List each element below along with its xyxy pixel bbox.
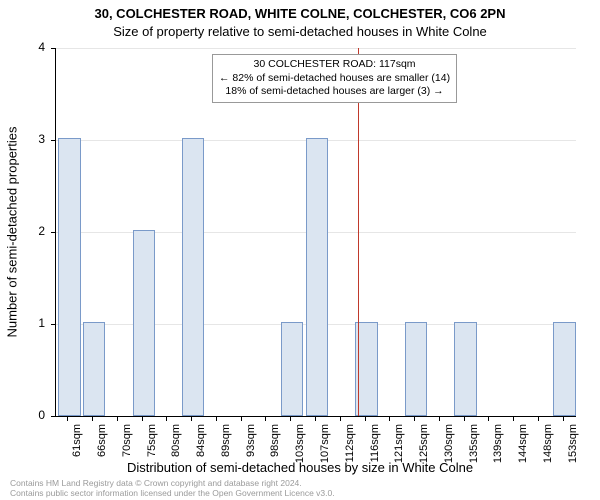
bar — [454, 322, 476, 416]
xtick-label: 93sqm — [245, 424, 257, 464]
xtick-label: 89sqm — [220, 424, 232, 464]
gridline — [56, 48, 576, 49]
xtick-mark — [439, 416, 440, 421]
ytick-label: 4 — [0, 40, 45, 54]
xtick-label: 80sqm — [170, 424, 182, 464]
xtick-mark — [513, 416, 514, 421]
callout-line1: 30 COLCHESTER ROAD: 117sqm — [219, 58, 450, 72]
xtick-mark — [414, 416, 415, 421]
chart-container: 30, COLCHESTER ROAD, WHITE COLNE, COLCHE… — [0, 0, 600, 500]
xtick-mark — [191, 416, 192, 421]
callout-line2: ← 82% of semi-detached houses are smalle… — [219, 72, 450, 86]
xtick-mark — [117, 416, 118, 421]
bar — [553, 322, 575, 416]
xtick-label: 148sqm — [542, 424, 554, 464]
xtick-label: 103sqm — [294, 424, 306, 464]
ytick-mark — [51, 324, 56, 325]
xtick-mark — [290, 416, 291, 421]
xtick-mark — [340, 416, 341, 421]
xtick-label: 116sqm — [369, 424, 381, 464]
xtick-label: 125sqm — [418, 424, 430, 464]
xtick-label: 112sqm — [344, 424, 356, 464]
bar — [182, 138, 204, 416]
ytick-mark — [51, 232, 56, 233]
ytick-label: 3 — [0, 132, 45, 146]
xtick-mark — [67, 416, 68, 421]
ytick-mark — [51, 416, 56, 417]
callout-line3: 18% of semi-detached houses are larger (… — [219, 85, 450, 99]
xtick-mark — [538, 416, 539, 421]
x-axis-label: Distribution of semi-detached houses by … — [0, 460, 600, 475]
xtick-mark — [389, 416, 390, 421]
footer-line2: Contains public sector information licen… — [10, 489, 335, 498]
xtick-mark — [315, 416, 316, 421]
xtick-label: 61sqm — [71, 424, 83, 464]
xtick-label: 70sqm — [121, 424, 133, 464]
xtick-mark — [216, 416, 217, 421]
xtick-label: 153sqm — [567, 424, 579, 464]
xtick-label: 121sqm — [393, 424, 405, 464]
xtick-mark — [464, 416, 465, 421]
ytick-label: 2 — [0, 224, 45, 238]
footer-attribution: Contains HM Land Registry data © Crown c… — [10, 479, 335, 498]
callout-box: 30 COLCHESTER ROAD: 117sqm← 82% of semi-… — [212, 54, 457, 103]
chart-title-main: 30, COLCHESTER ROAD, WHITE COLNE, COLCHE… — [0, 6, 600, 21]
xtick-label: 130sqm — [443, 424, 455, 464]
bar — [281, 322, 303, 416]
xtick-mark — [488, 416, 489, 421]
xtick-label: 98sqm — [269, 424, 281, 464]
chart-title-sub: Size of property relative to semi-detach… — [0, 24, 600, 39]
ytick-mark — [51, 140, 56, 141]
xtick-label: 84sqm — [195, 424, 207, 464]
xtick-mark — [142, 416, 143, 421]
xtick-label: 135sqm — [468, 424, 480, 464]
bar — [83, 322, 105, 416]
reference-line — [358, 48, 359, 416]
xtick-mark — [265, 416, 266, 421]
xtick-label: 144sqm — [517, 424, 529, 464]
xtick-mark — [365, 416, 366, 421]
xtick-mark — [92, 416, 93, 421]
bar — [133, 230, 155, 416]
bar — [405, 322, 427, 416]
xtick-mark — [563, 416, 564, 421]
bar — [58, 138, 80, 416]
bar — [306, 138, 328, 416]
xtick-label: 139sqm — [492, 424, 504, 464]
chart-plot-area: 30 COLCHESTER ROAD: 117sqm← 82% of semi-… — [55, 48, 576, 417]
ytick-label: 1 — [0, 316, 45, 330]
xtick-label: 107sqm — [319, 424, 331, 464]
xtick-mark — [166, 416, 167, 421]
xtick-mark — [241, 416, 242, 421]
ytick-mark — [51, 48, 56, 49]
xtick-label: 66sqm — [96, 424, 108, 464]
xtick-label: 75sqm — [146, 424, 158, 464]
ytick-label: 0 — [0, 408, 45, 422]
